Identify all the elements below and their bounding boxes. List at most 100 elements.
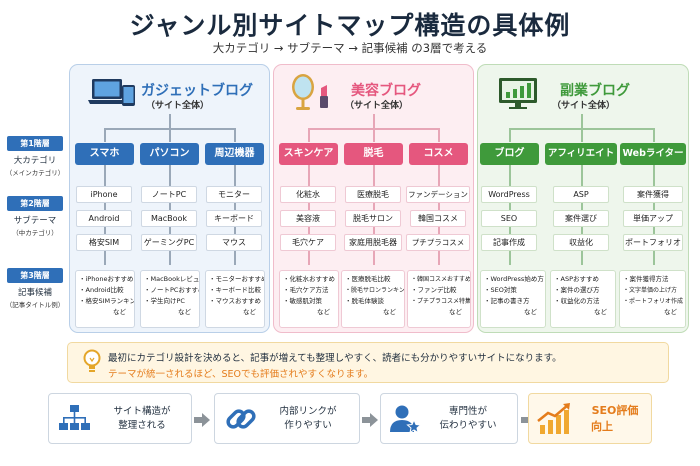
article-item: ・収益化の方法 (554, 297, 600, 305)
subtheme-item: モニター (206, 186, 262, 203)
article-item: ・SEO対策 (484, 286, 517, 294)
tree-line (653, 128, 655, 142)
article-etc: など (178, 308, 191, 316)
article-etc: など (383, 308, 396, 316)
subtheme-item: ゲーミングPC (141, 234, 197, 251)
benefit-text: 整理される (118, 420, 166, 431)
subtheme-item: ファンデーション (406, 186, 470, 203)
subtheme-item: キーボード (206, 210, 262, 227)
subtheme-item: ASP (553, 186, 609, 203)
category-blog: ブログ (480, 143, 539, 165)
tree-line (509, 128, 511, 142)
tree-line (581, 114, 583, 128)
benefit-text: 専門性が (448, 406, 487, 417)
article-item: ・毛穴ケア方法 (283, 286, 329, 294)
article-item: ・プチプラコスメ特集 (411, 298, 471, 305)
subtheme-item: ノートPC (141, 186, 197, 203)
subtheme-item: SEO (481, 210, 537, 227)
level-1-name: 大カテゴリ (13, 156, 57, 166)
article-item: ・案件の選び方 (554, 286, 600, 294)
beauty-blog-title: 美容ブログ (351, 83, 421, 99)
arrow-right-icon (194, 412, 210, 427)
category-skincare: スキンケア (279, 143, 338, 165)
laptop-phone-icon (88, 76, 138, 110)
article-item: ・文字単価の上げ方 (623, 287, 678, 294)
tree-line (234, 128, 236, 142)
tip-text-highlight: テーマが統一されるほど、SEOでも評価されやすくなります。 (108, 369, 374, 380)
subtheme-item: iPhone (76, 186, 132, 203)
article-item: ・ノートPCおすすめ (144, 286, 200, 294)
article-item: ・マウスおすすめ (209, 297, 261, 305)
subtheme-item: 案件選び (553, 210, 609, 227)
level-3-name: 記事候補 (17, 288, 52, 298)
subtheme-item: プチプラコスメ (406, 234, 470, 251)
article-item: ・脱毛サロンランキング (345, 287, 405, 294)
subtheme-item: 化粧水 (280, 186, 336, 203)
subtheme-item: 韓国コスメ (410, 210, 466, 227)
subtheme-item: WordPress (481, 186, 537, 203)
side-business-blog-title: 副業ブログ (560, 83, 630, 99)
category-smartphone: スマホ (75, 143, 134, 165)
level-2-name: サブテーマ (13, 216, 57, 226)
article-etc: など (524, 308, 537, 316)
article-candidates: ・化粧水おすすめ ・毛穴ケア方法 ・敏感肌対策 など (279, 270, 339, 328)
article-item: ・韓国コスメおすすめ (411, 276, 471, 283)
category-web-writer: Webライター (620, 143, 686, 165)
subtheme-item: 収益化 (553, 234, 609, 251)
sitemap-icon (58, 403, 90, 435)
article-item: ・ASPおすすめ (554, 275, 599, 283)
benefit-seo-up (528, 393, 652, 444)
page-subtitle: 大カテゴリ → サブテーマ → 記事候補 の3層で考える (212, 41, 488, 55)
subtheme-item: 記事作成 (481, 234, 537, 251)
side-business-blog-sub: （サイト全体） (552, 101, 616, 111)
subtheme-item: マウス (206, 234, 262, 251)
tip-text-main: 最初にカテゴリ設計を決めると、記事が増えても整理しやすく、読者にも分かりやすいサ… (108, 353, 562, 364)
subtheme-item: 脱毛サロン (345, 210, 401, 227)
article-item: ・MacBookレビュー (144, 275, 200, 283)
subtheme-item: 案件獲得 (623, 186, 683, 203)
page-title: ジャンル別サイトマップ構造の具体例 (129, 11, 571, 40)
tree-line (308, 128, 310, 142)
category-cosmetics: コスメ (409, 143, 468, 165)
article-item: ・キーボード比較 (209, 286, 261, 294)
level-2-badge: 第2階層 (7, 196, 63, 211)
benefit-text: 伝わりやすい (439, 420, 497, 431)
level-2-sub: （中カテゴリ） (12, 229, 58, 237)
subtheme-item: Android (76, 210, 132, 227)
tree-line (373, 128, 375, 142)
tree-line (104, 128, 106, 142)
article-item: ・脱毛体験談 (345, 297, 384, 305)
article-item: ・案件獲得方法 (623, 275, 669, 283)
arrow-right-icon (362, 412, 378, 427)
article-item: ・敏感肌対策 (283, 297, 322, 305)
article-item: ・学生向けPC (144, 297, 185, 305)
tree-line (169, 114, 171, 128)
article-item: ・化粧水おすすめ (283, 275, 335, 283)
article-candidates: ・ASPおすすめ ・案件の選び方 ・収益化の方法 など (550, 270, 616, 328)
category-affiliate: アフィリエイト (545, 143, 617, 165)
gadget-blog-sub: （サイト全体） (146, 101, 210, 111)
link-icon (224, 402, 258, 436)
tree-line (373, 114, 375, 128)
article-candidates: ・案件獲得方法 ・文字単価の上げ方 ・ポートフォリオ作成 など (619, 270, 686, 328)
level-3-badge: 第3階層 (7, 268, 63, 283)
subtheme-item: 単価アップ (623, 210, 683, 227)
subtheme-item: 医療脱毛 (345, 186, 401, 203)
benefit-text: SEO評価 (591, 404, 639, 417)
article-candidates: ・iPhoneおすすめ5選 ・Android比較 ・格安SIMランキング など (75, 270, 135, 328)
article-candidates: ・医療脱毛比較 ・脱毛サロンランキング ・脱毛体験談 など (341, 270, 405, 328)
mirror-lipstick-icon (287, 72, 333, 112)
tip-box (67, 342, 669, 383)
growth-chart-icon (496, 76, 540, 110)
subtheme-item: MacBook (141, 210, 197, 227)
subtheme-item: 美容液 (280, 210, 336, 227)
article-etc: など (317, 308, 330, 316)
expert-user-icon (389, 403, 422, 435)
subtheme-item: 毛穴ケア (280, 234, 336, 251)
article-item: ・医療脱毛比較 (345, 275, 391, 283)
article-candidates: ・韓国コスメおすすめ ・ファンデ比較 ・プチプラコスメ特集 など (407, 270, 471, 328)
rising-chart-icon (536, 401, 576, 437)
benefit-text: 向上 (591, 420, 613, 433)
article-item: ・ポートフォリオ作成 (623, 298, 684, 305)
article-item: ・格安SIMランキング (79, 297, 134, 305)
